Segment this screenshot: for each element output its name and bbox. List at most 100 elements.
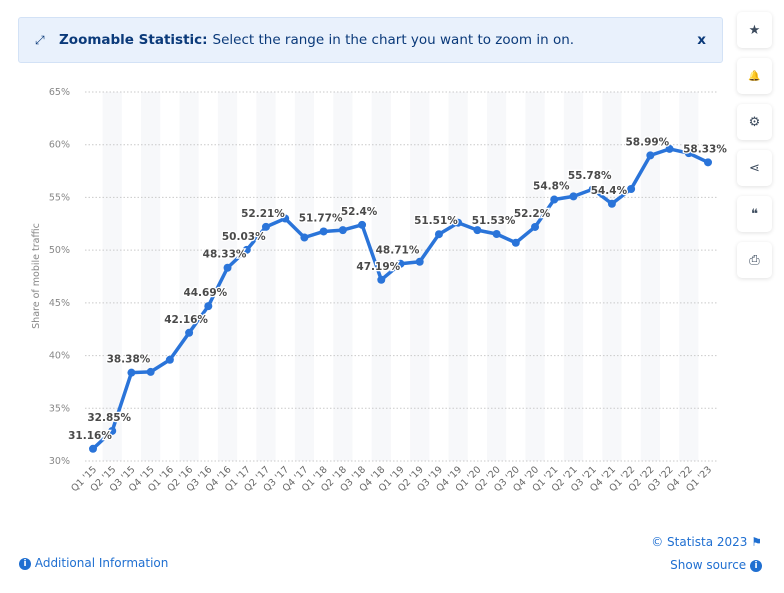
print-icon: ⎙ (749, 252, 760, 268)
data-label: 54.8% (533, 181, 570, 193)
y-tick-label: 65% (49, 87, 70, 98)
data-point (204, 302, 213, 311)
data-point (646, 151, 655, 160)
data-point (358, 220, 367, 229)
column-band (448, 92, 468, 461)
data-point (185, 328, 194, 337)
close-banner-button[interactable]: x (697, 32, 706, 48)
data-point (511, 238, 520, 247)
data-label: 44.69% (183, 287, 227, 299)
data-point (108, 426, 117, 435)
copyright-text: © Statista 2023 (651, 535, 748, 549)
settings-button[interactable]: ⚙ (737, 104, 772, 140)
data-point (319, 227, 328, 236)
data-label: 51.53% (472, 215, 516, 227)
additional-information-link[interactable]: i Additional Information (19, 556, 168, 570)
data-point (300, 233, 309, 242)
data-label: 38.38% (107, 354, 151, 366)
data-point (607, 199, 616, 208)
column-band (410, 92, 430, 461)
zoomable-statistic-banner: ⤢ Zoomable Statistic: Select the range i… (18, 17, 723, 63)
data-label: 50.03% (222, 231, 266, 243)
data-point (665, 144, 674, 153)
show-source-label: Show source (670, 558, 747, 572)
bell-icon: 🔔 (748, 70, 761, 82)
column-band (563, 92, 584, 461)
data-label: 48.71% (376, 245, 420, 257)
data-label: 55.78% (568, 170, 612, 182)
data-label: 52.2% (514, 208, 551, 220)
y-tick-label: 55% (49, 192, 70, 203)
show-source-link[interactable]: Show source i (670, 558, 762, 572)
data-point (415, 257, 424, 266)
column-band (102, 92, 122, 461)
column-band (525, 92, 545, 461)
data-label: 52.21% (241, 208, 285, 220)
data-point (569, 192, 578, 201)
favorite-button[interactable]: ★ (737, 12, 772, 48)
column-band (179, 92, 199, 461)
data-label: 48.33% (203, 249, 247, 261)
share-icon: ⋖ (749, 160, 760, 176)
data-point (338, 226, 347, 235)
data-point (684, 149, 693, 158)
data-point (377, 275, 386, 284)
y-tick-label: 35% (49, 403, 70, 414)
y-tick-label: 45% (49, 298, 70, 309)
data-point (127, 368, 136, 377)
data-point (492, 230, 501, 239)
data-point (223, 263, 232, 272)
banner-title: Zoomable Statistic: (59, 32, 208, 48)
data-label: 58.99% (625, 136, 669, 148)
data-point (261, 222, 270, 231)
y-tick-label: 30% (49, 456, 70, 467)
cite-button[interactable]: ❝ (737, 196, 772, 232)
column-band (294, 92, 315, 461)
print-button[interactable]: ⎙ (737, 242, 772, 278)
y-tick-label: 50% (49, 245, 70, 256)
data-point (550, 195, 559, 204)
y-tick-label: 40% (49, 351, 70, 362)
data-label: 54.4% (591, 185, 628, 197)
data-point (242, 245, 251, 254)
gear-icon: ⚙ (748, 114, 761, 130)
data-point (454, 218, 463, 227)
data-point (434, 230, 443, 239)
data-label: 51.77% (299, 212, 343, 224)
info-icon: i (19, 558, 31, 570)
data-label: 31.16% (68, 430, 112, 442)
data-point (396, 259, 405, 268)
data-point (531, 222, 540, 231)
data-point (89, 444, 97, 453)
notification-button[interactable]: 🔔 (737, 58, 772, 94)
share-button[interactable]: ⋖ (737, 150, 772, 186)
column-band (679, 92, 699, 461)
expand-icon: ⤢ (35, 32, 45, 47)
data-point (165, 355, 174, 364)
data-point (473, 226, 482, 235)
info-icon: i (750, 560, 762, 572)
line-chart[interactable]: Share of mobile traffic 30% 35% 40% 45% 50% 5… (0, 0, 784, 540)
column-band (256, 92, 276, 461)
data-point (704, 158, 712, 167)
flag-icon: ⚑ (751, 535, 762, 549)
data-point (281, 214, 290, 223)
column-band (333, 92, 353, 461)
column-band (486, 92, 507, 461)
statista-copyright[interactable]: © Statista 2023 ⚑ (651, 535, 762, 549)
data-point (146, 367, 155, 376)
data-label: 51.51% (414, 215, 458, 227)
y-tick-label: 60% (49, 140, 70, 151)
y-axis-title: Share of mobile traffic (31, 223, 42, 329)
data-label: 32.85% (87, 412, 131, 424)
column-band (217, 92, 238, 461)
column-band (640, 92, 660, 461)
data-label: 47.19% (356, 261, 400, 273)
column-band (602, 92, 622, 461)
data-label: 42.16% (164, 314, 208, 326)
data-point (588, 185, 597, 194)
quote-icon: ❝ (751, 206, 758, 222)
data-point (627, 184, 636, 193)
banner-text: Select the range in the chart you want t… (212, 32, 575, 48)
data-label: 58.33% (683, 143, 727, 155)
